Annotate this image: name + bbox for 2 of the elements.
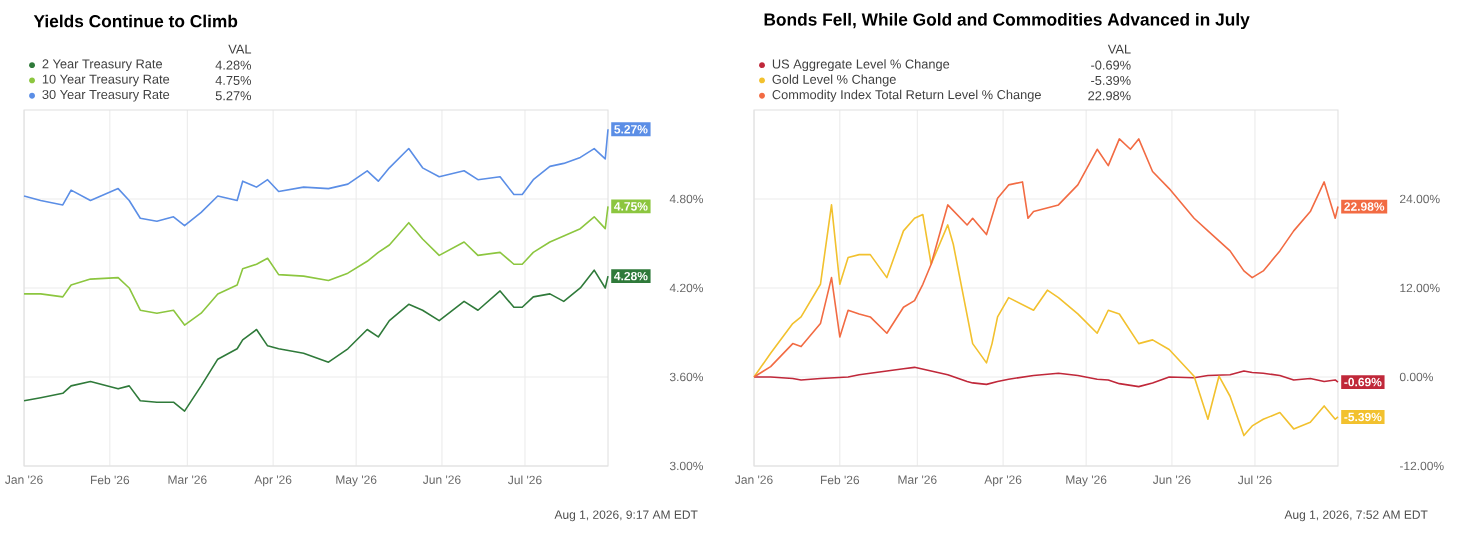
chart-title: Bonds Fell, While Gold and Commodities Advanced in July [764, 12, 1250, 30]
chart-title: Yields Continue to Climb [33, 14, 238, 28]
